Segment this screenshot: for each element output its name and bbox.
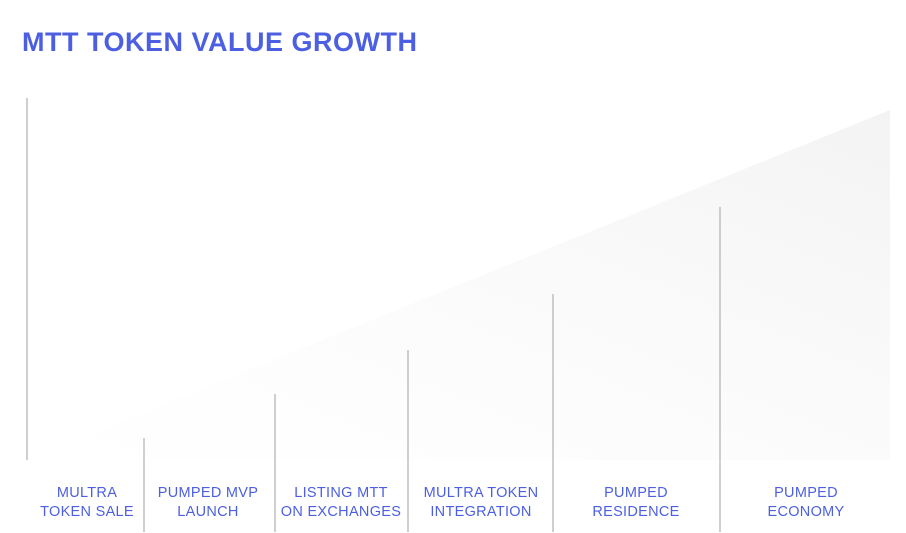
stage-label: PUMPED bbox=[604, 485, 668, 501]
stage-label: PUMPED bbox=[774, 485, 838, 501]
growth-shade bbox=[27, 110, 890, 460]
stage-label: RESIDENCE bbox=[592, 504, 679, 520]
stage-label: ECONOMY bbox=[767, 504, 844, 520]
stage-label: INTEGRATION bbox=[430, 504, 531, 520]
stage-label: MULTRA TOKEN bbox=[424, 485, 539, 501]
stage-labels: MULTRA TOKEN SALE PUMPED MVP LAUNCH LIST… bbox=[40, 485, 844, 520]
stage-label: TOKEN SALE bbox=[40, 504, 134, 520]
title: MTT TOKEN VALUE GROWTH bbox=[22, 27, 417, 57]
stage-label: LAUNCH bbox=[177, 504, 238, 520]
stage-label: ON EXCHANGES bbox=[281, 504, 401, 520]
stage-label: MULTRA bbox=[57, 485, 117, 501]
stage-label: PUMPED MVP bbox=[158, 485, 259, 501]
stage-label: LISTING MTT bbox=[294, 485, 388, 501]
